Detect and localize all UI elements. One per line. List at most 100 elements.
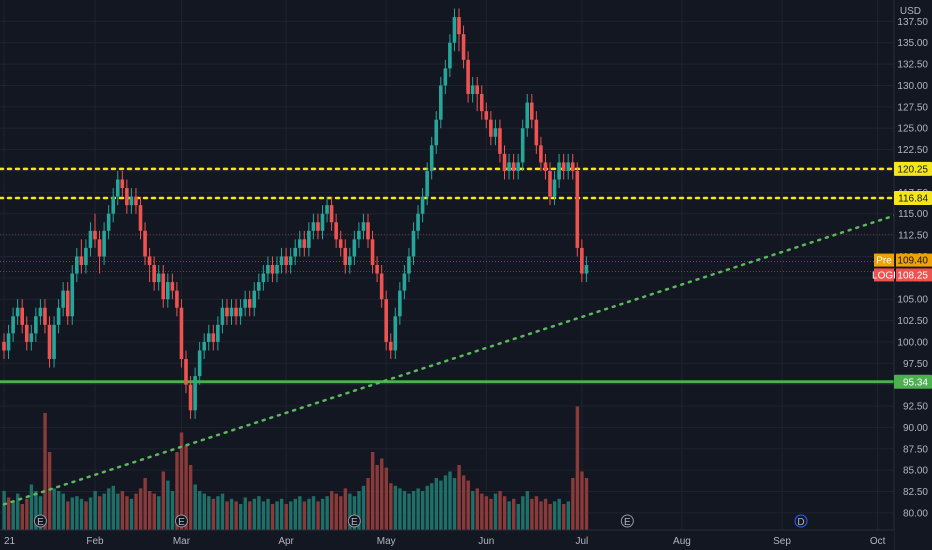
candle-body[interactable]: [152, 265, 156, 283]
candle-body[interactable]: [293, 247, 297, 257]
candle-body[interactable]: [539, 145, 543, 163]
candle-body[interactable]: [466, 59, 470, 95]
candle-body[interactable]: [384, 299, 388, 342]
candle-body[interactable]: [252, 290, 257, 308]
candle-body[interactable]: [125, 188, 129, 206]
candle-body[interactable]: [234, 307, 238, 317]
candle-body[interactable]: [402, 273, 407, 291]
candle-body[interactable]: [479, 94, 484, 112]
candle-body[interactable]: [420, 196, 425, 214]
candle-body[interactable]: [561, 162, 566, 171]
candle-body[interactable]: [584, 265, 589, 274]
candle-body[interactable]: [393, 316, 398, 351]
candle-body[interactable]: [484, 111, 489, 120]
candle-body[interactable]: [434, 119, 439, 146]
candle-body[interactable]: [20, 307, 24, 325]
earnings-marker[interactable]: E: [347, 514, 361, 528]
candle-body[interactable]: [475, 85, 479, 95]
time-axis[interactable]: [0, 530, 894, 550]
candle-body[interactable]: [229, 307, 234, 317]
candle-body[interactable]: [375, 265, 379, 274]
candle-body[interactable]: [530, 102, 534, 120]
candle-body[interactable]: [302, 239, 307, 248]
candle-body[interactable]: [197, 350, 202, 377]
candle-body[interactable]: [34, 316, 38, 334]
candle-body[interactable]: [120, 179, 125, 189]
candle-body[interactable]: [202, 341, 206, 351]
candle-body[interactable]: [43, 307, 47, 325]
candle-body[interactable]: [84, 247, 88, 265]
candle-body[interactable]: [493, 128, 498, 137]
candle-body[interactable]: [247, 299, 252, 308]
candle-body[interactable]: [366, 222, 370, 240]
candle-body[interactable]: [156, 273, 161, 283]
candle-body[interactable]: [388, 341, 393, 351]
candle-body[interactable]: [379, 273, 384, 300]
candle-body[interactable]: [166, 282, 170, 300]
candle-body[interactable]: [243, 299, 247, 308]
candle-body[interactable]: [147, 256, 152, 265]
candle-body[interactable]: [2, 341, 6, 351]
candle-body[interactable]: [179, 307, 184, 360]
candle-body[interactable]: [284, 256, 288, 265]
candle-body[interactable]: [106, 213, 111, 231]
candle-body[interactable]: [502, 153, 507, 171]
candle-body[interactable]: [470, 85, 475, 95]
candle-body[interactable]: [511, 162, 516, 171]
candle-body[interactable]: [270, 265, 275, 274]
candle-body[interactable]: [88, 230, 93, 248]
candle-body[interactable]: [70, 273, 75, 317]
candle-body[interactable]: [580, 247, 584, 274]
candle-body[interactable]: [206, 333, 211, 342]
candle-body[interactable]: [134, 196, 138, 206]
candle-body[interactable]: [516, 162, 520, 171]
candle-body[interactable]: [184, 359, 188, 385]
candle-body[interactable]: [297, 239, 302, 248]
candle-body[interactable]: [138, 205, 143, 231]
candle-body[interactable]: [443, 68, 448, 86]
candle-body[interactable]: [6, 333, 11, 351]
candle-body[interactable]: [38, 307, 43, 317]
candle-body[interactable]: [534, 119, 539, 146]
candle-body[interactable]: [65, 290, 70, 317]
candle-body[interactable]: [279, 256, 284, 265]
candle-body[interactable]: [161, 273, 166, 300]
candle-body[interactable]: [557, 162, 561, 180]
candle-body[interactable]: [489, 119, 493, 137]
earnings-marker[interactable]: E: [620, 514, 634, 528]
candle-body[interactable]: [320, 213, 325, 231]
candle-body[interactable]: [115, 179, 120, 197]
candle-body[interactable]: [329, 205, 334, 223]
candle-body[interactable]: [170, 282, 175, 291]
candle-body[interactable]: [111, 196, 115, 214]
candle-body[interactable]: [143, 230, 147, 257]
candle-body[interactable]: [193, 376, 197, 411]
candle-body[interactable]: [361, 222, 366, 231]
candle-body[interactable]: [93, 230, 97, 240]
candle-body[interactable]: [129, 196, 134, 206]
candle-body[interactable]: [398, 290, 402, 317]
candle-body[interactable]: [97, 239, 102, 257]
candle-body[interactable]: [11, 316, 15, 334]
earnings-marker[interactable]: E: [174, 514, 188, 528]
candle-body[interactable]: [548, 170, 552, 197]
candle-body[interactable]: [211, 333, 216, 342]
candle-body[interactable]: [575, 170, 580, 248]
candle-body[interactable]: [429, 145, 434, 171]
candle-body[interactable]: [175, 290, 179, 308]
candle-body[interactable]: [570, 162, 575, 171]
candle-body[interactable]: [316, 222, 320, 231]
candle-body[interactable]: [448, 42, 452, 69]
candle-body[interactable]: [238, 307, 243, 317]
candle-body[interactable]: [29, 333, 34, 342]
candle-body[interactable]: [102, 230, 106, 257]
candle-body[interactable]: [452, 17, 457, 43]
trendline[interactable]: [2, 191, 932, 506]
candle-body[interactable]: [425, 170, 429, 197]
candle-body[interactable]: [552, 179, 557, 197]
candle-body[interactable]: [75, 256, 79, 274]
candle-body[interactable]: [220, 307, 225, 325]
candle-body[interactable]: [266, 265, 270, 274]
candle-body[interactable]: [338, 239, 343, 248]
